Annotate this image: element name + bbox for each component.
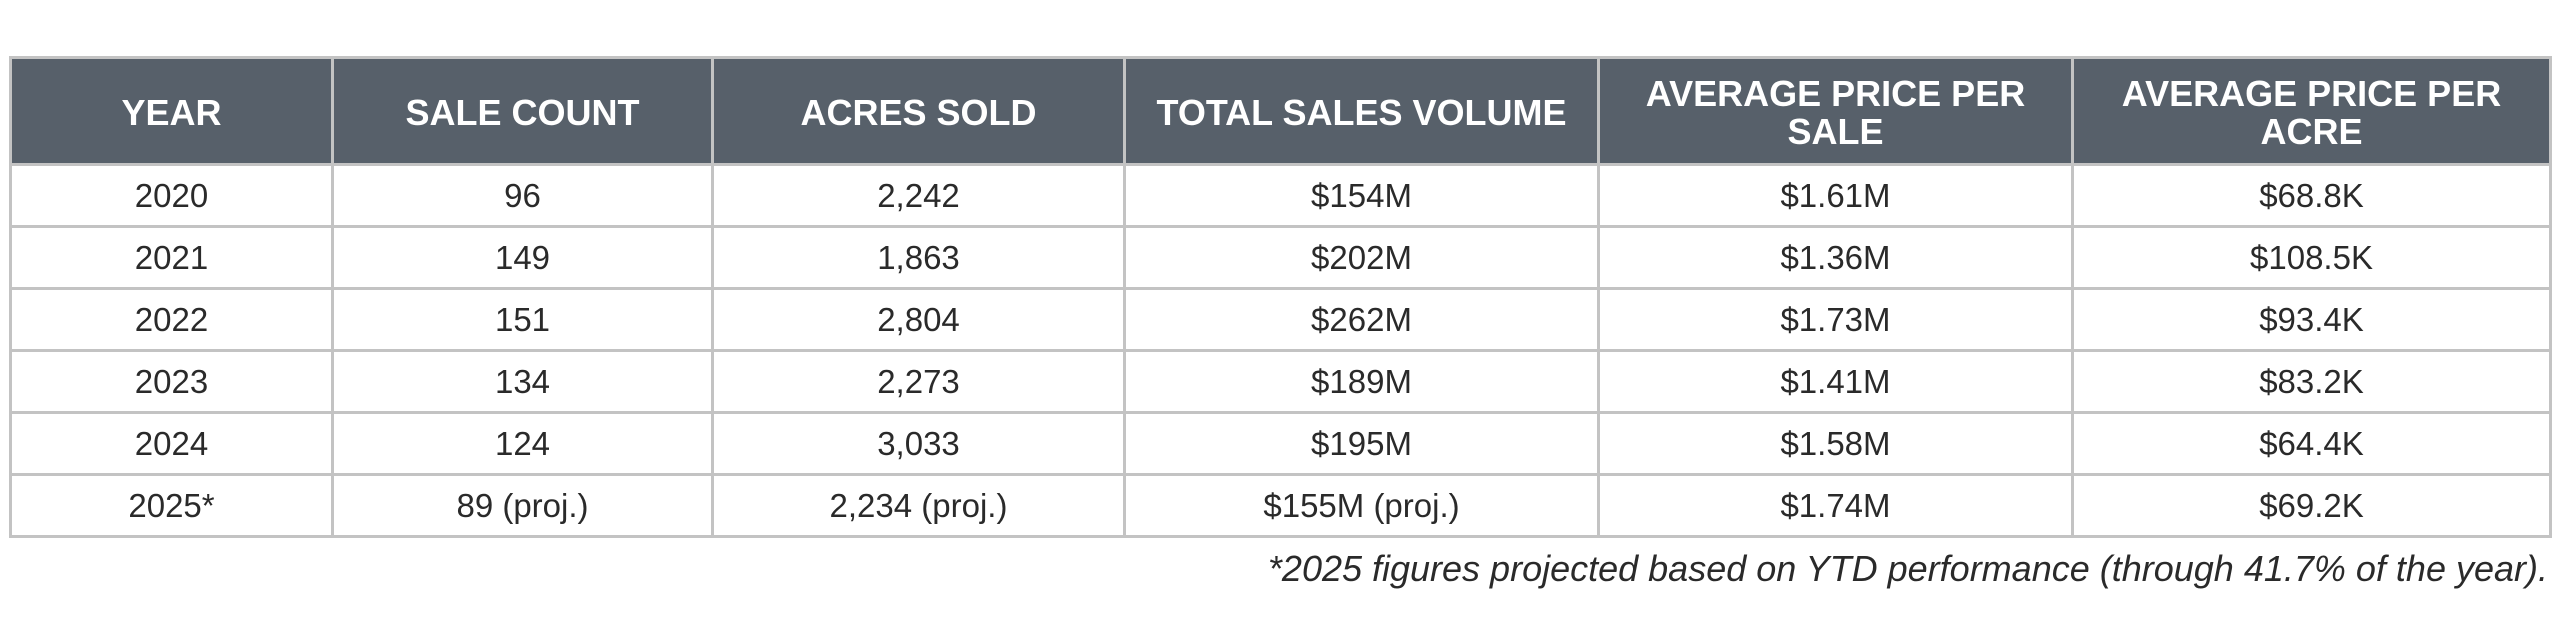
cell-sale-count: 151 [331, 287, 714, 352]
table-row: 2021 149 1,863 $202M $1.36M $108.5K [9, 225, 2552, 290]
cell-average-price-per-sale: $1.58M [1597, 411, 2074, 476]
table-row: 2020 96 2,242 $154M $1.61M $68.8K [9, 163, 2552, 228]
sales-summary-table-container: YEAR SALE COUNT ACRES SOLD TOTAL SALES V… [9, 56, 2552, 538]
cell-acres-sold: 2,273 [711, 349, 1126, 414]
cell-total-sales-volume: $202M [1123, 225, 1600, 290]
table-header: YEAR SALE COUNT ACRES SOLD TOTAL SALES V… [9, 56, 2552, 166]
cell-sale-count: 134 [331, 349, 714, 414]
cell-acres-sold: 3,033 [711, 411, 1126, 476]
cell-year: 2022 [9, 287, 334, 352]
cell-sale-count: 89 (proj.) [331, 473, 714, 538]
cell-average-price-per-sale: $1.61M [1597, 163, 2074, 228]
cell-average-price-per-sale: $1.41M [1597, 349, 2074, 414]
header-year: YEAR [9, 56, 334, 166]
cell-total-sales-volume: $154M [1123, 163, 1600, 228]
cell-total-sales-volume: $189M [1123, 349, 1600, 414]
cell-sale-count: 124 [331, 411, 714, 476]
header-average-price-per-acre: AVERAGE PRICE PER ACRE [2071, 56, 2552, 166]
cell-acres-sold: 1,863 [711, 225, 1126, 290]
table-row: 2023 134 2,273 $189M $1.41M $83.2K [9, 349, 2552, 414]
sales-summary-table: YEAR SALE COUNT ACRES SOLD TOTAL SALES V… [9, 56, 2552, 538]
cell-total-sales-volume: $262M [1123, 287, 1600, 352]
cell-average-price-per-acre: $83.2K [2071, 349, 2552, 414]
cell-year: 2020 [9, 163, 334, 228]
header-acres-sold: ACRES SOLD [711, 56, 1126, 166]
table-row: 2024 124 3,033 $195M $1.58M $64.4K [9, 411, 2552, 476]
cell-average-price-per-acre: $69.2K [2071, 473, 2552, 538]
cell-average-price-per-acre: $93.4K [2071, 287, 2552, 352]
cell-average-price-per-sale: $1.36M [1597, 225, 2074, 290]
header-average-price-per-sale: AVERAGE PRICE PER SALE [1597, 56, 2074, 166]
cell-acres-sold: 2,242 [711, 163, 1126, 228]
projection-footnote: *2025 figures projected based on YTD per… [1267, 548, 2548, 589]
cell-year: 2023 [9, 349, 334, 414]
table-body: 2020 96 2,242 $154M $1.61M $68.8K 2021 1… [9, 163, 2552, 538]
cell-sale-count: 149 [331, 225, 714, 290]
cell-average-price-per-acre: $64.4K [2071, 411, 2552, 476]
header-sale-count: SALE COUNT [331, 56, 714, 166]
header-total-sales-volume: TOTAL SALES VOLUME [1123, 56, 1600, 166]
cell-average-price-per-acre: $68.8K [2071, 163, 2552, 228]
cell-acres-sold: 2,804 [711, 287, 1126, 352]
cell-average-price-per-sale: $1.73M [1597, 287, 2074, 352]
table-row: 2022 151 2,804 $262M $1.73M $93.4K [9, 287, 2552, 352]
cell-average-price-per-acre: $108.5K [2071, 225, 2552, 290]
cell-average-price-per-sale: $1.74M [1597, 473, 2074, 538]
cell-total-sales-volume: $195M [1123, 411, 1600, 476]
cell-sale-count: 96 [331, 163, 714, 228]
table-row: 2025* 89 (proj.) 2,234 (proj.) $155M (pr… [9, 473, 2552, 538]
header-row: YEAR SALE COUNT ACRES SOLD TOTAL SALES V… [9, 56, 2552, 166]
cell-total-sales-volume: $155M (proj.) [1123, 473, 1600, 538]
cell-year: 2021 [9, 225, 334, 290]
cell-acres-sold: 2,234 (proj.) [711, 473, 1126, 538]
cell-year: 2025* [9, 473, 334, 538]
cell-year: 2024 [9, 411, 334, 476]
